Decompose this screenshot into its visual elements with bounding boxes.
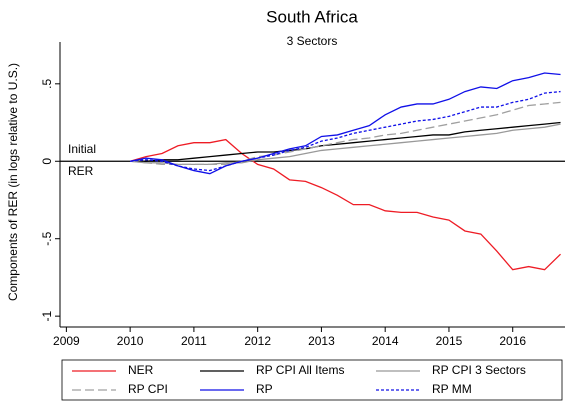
- legend-label: RP CPI 3 Sectors: [432, 363, 526, 377]
- y-tick-label: -1: [40, 310, 54, 321]
- x-tick-label: 2014: [372, 334, 399, 348]
- x-tick-label: 2009: [53, 334, 80, 348]
- legend-label: RP MM: [432, 382, 472, 396]
- y-tick-label: 0: [40, 158, 54, 165]
- series-line: [130, 101, 561, 166]
- series-line: [129, 138, 561, 271]
- legend-label: RP: [256, 382, 273, 396]
- y-tick-label: -.5: [40, 231, 54, 245]
- legend-box: [61, 359, 563, 401]
- annotation: RER: [68, 164, 94, 178]
- x-tick-label: 2011: [181, 334, 207, 348]
- chart-title: South Africa: [266, 7, 358, 26]
- x-tick-label: 2016: [499, 334, 526, 348]
- x-tick-label: 2010: [117, 334, 144, 348]
- legend-label: RP CPI: [128, 382, 168, 396]
- series-line: [130, 121, 561, 162]
- legend-label: RP CPI All Items: [256, 363, 344, 377]
- legend-label: NER: [128, 363, 154, 377]
- x-tick-label: 2012: [244, 334, 271, 348]
- chart-subtitle: 3 Sectors: [287, 34, 338, 48]
- y-axis-label: Components of RER (in logs relative to U…: [6, 63, 20, 301]
- x-tick-label: 2015: [436, 334, 463, 348]
- series-line: [130, 90, 561, 172]
- series-line: [130, 72, 561, 175]
- annotation: Initial: [68, 142, 96, 156]
- y-tick-label: .5: [40, 78, 54, 88]
- x-tick-label: 2013: [308, 334, 335, 348]
